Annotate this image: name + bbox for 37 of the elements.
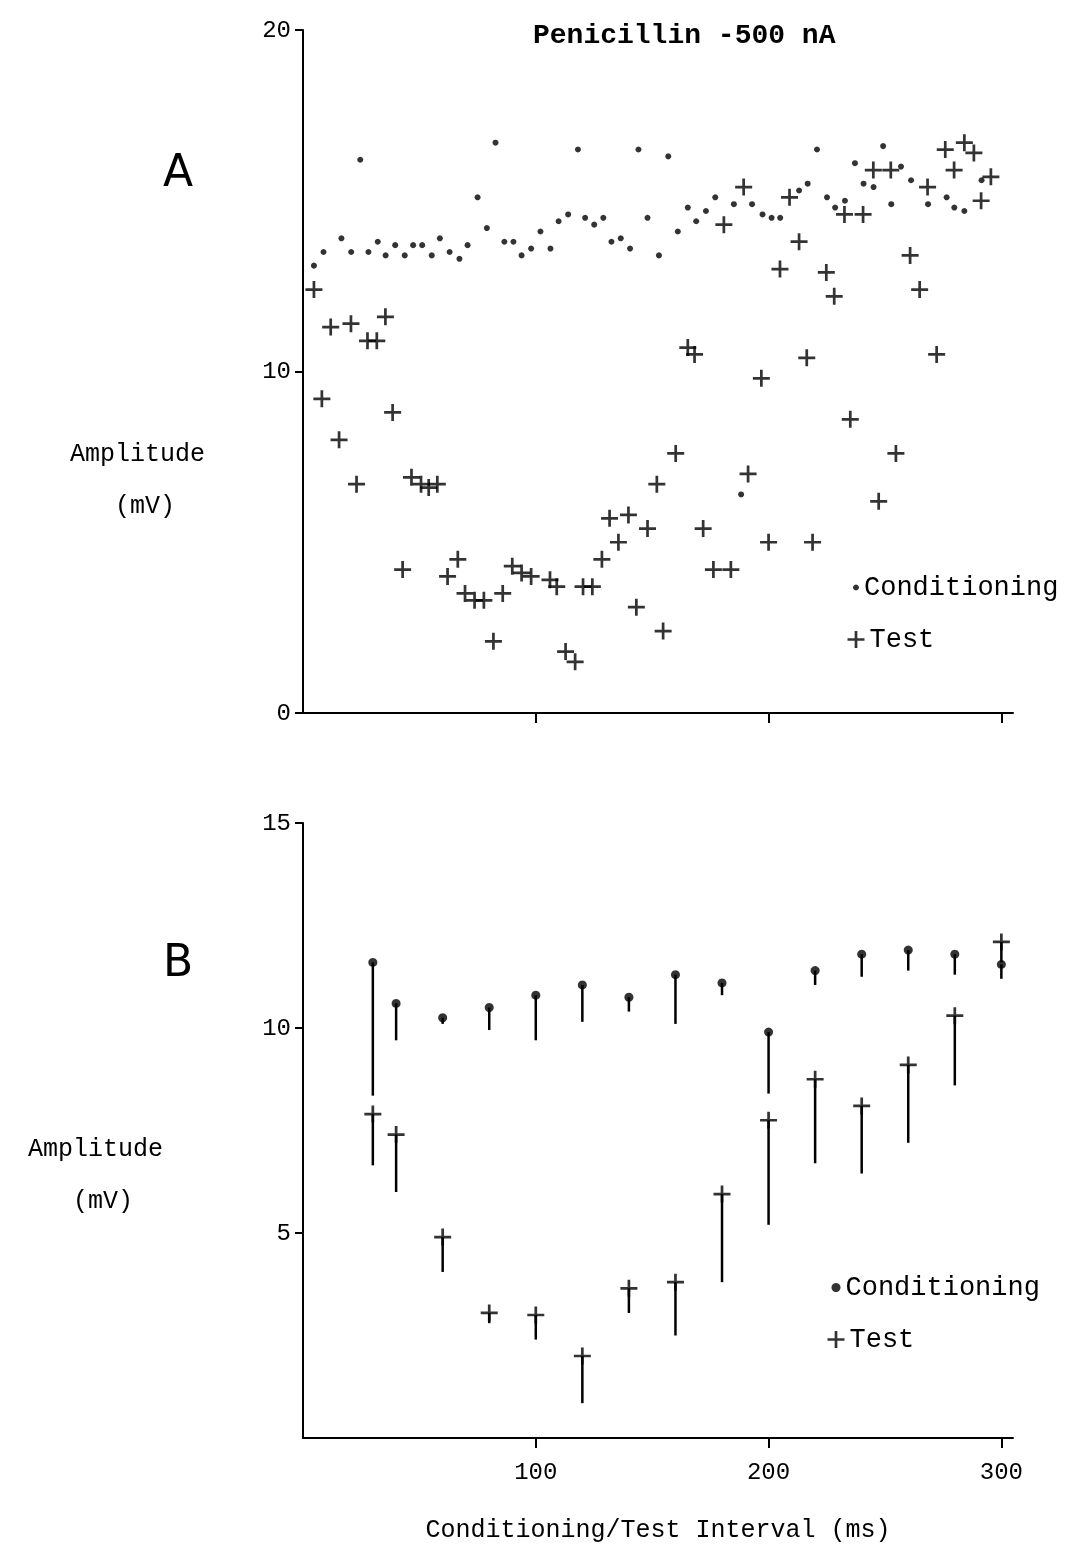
y-tick-label: 20 — [262, 16, 291, 44]
point — [438, 1013, 448, 1023]
chart-title: Penicillin -500 nA — [533, 19, 836, 51]
point — [666, 1273, 684, 1291]
point — [760, 1111, 778, 1129]
y-tick-label: 10 — [262, 358, 291, 385]
point — [996, 959, 1006, 969]
point — [903, 945, 913, 955]
point — [531, 990, 541, 1000]
legend-label: Conditioning — [864, 572, 1059, 603]
y-tick-label: 0 — [276, 699, 291, 727]
point — [484, 1003, 494, 1012]
x-tick-label: 100 — [514, 1458, 558, 1486]
legend-label: Test — [849, 1324, 915, 1355]
x-tick-label: 200 — [746, 1458, 791, 1486]
text: A — [163, 144, 194, 196]
y-axis-title: Amplitude (mV) — [27, 1134, 179, 1216]
legend-label: Test — [869, 624, 935, 655]
point — [624, 992, 634, 1002]
y-tick-label: 10 — [262, 1014, 291, 1042]
point — [857, 949, 867, 959]
legend-label: Conditioning — [845, 1272, 1040, 1303]
text: B — [163, 934, 194, 986]
point — [810, 966, 820, 976]
point — [368, 957, 378, 967]
y-tick-label: 15 — [262, 809, 291, 837]
point — [717, 978, 727, 988]
y-tick-label: 5 — [276, 1219, 291, 1247]
x-axis-title: Conditioning/Test Interval (ms) — [425, 1516, 891, 1545]
y-axis-title: Amplitude (mV) — [69, 439, 221, 521]
point — [577, 980, 587, 990]
point — [670, 970, 680, 980]
x-tick-label: 300 — [979, 1458, 1023, 1486]
point — [950, 949, 960, 959]
point — [946, 1007, 964, 1025]
point — [764, 1027, 774, 1037]
point — [391, 998, 401, 1008]
